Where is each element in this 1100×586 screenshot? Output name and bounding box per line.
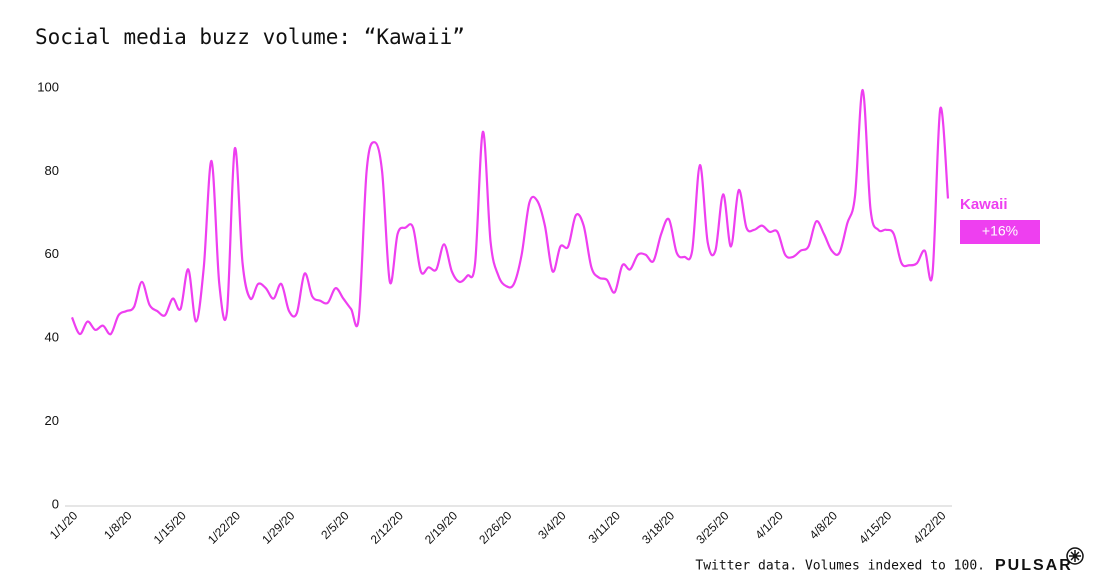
- x-tick-label: 3/25/20: [693, 508, 731, 546]
- x-tick-label: 4/15/20: [856, 508, 894, 546]
- x-tick-label: 2/26/20: [476, 508, 514, 546]
- x-tick-label: 3/11/20: [585, 508, 623, 546]
- x-tick-label: 1/8/20: [101, 508, 135, 542]
- source-note: Twitter data. Volumes indexed to 100.: [695, 559, 985, 574]
- y-tick-label: 0: [52, 496, 59, 511]
- x-tick-label: 1/15/20: [151, 508, 189, 546]
- x-tick-label: 4/1/20: [752, 508, 786, 542]
- annotation-box: [960, 220, 1040, 244]
- x-tick-label: 1/22/20: [205, 508, 243, 546]
- y-tick-label: 80: [45, 163, 59, 178]
- y-tick-label: 60: [45, 246, 59, 261]
- brand-icon: [1066, 547, 1084, 565]
- x-tick-label: 1/29/20: [259, 508, 297, 546]
- y-tick-label: 20: [45, 413, 59, 428]
- x-tick-label: 3/4/20: [535, 508, 569, 542]
- x-tick-label: 2/5/20: [318, 508, 352, 542]
- x-tick-label: 1/1/20: [47, 508, 81, 542]
- chart-title: Social media buzz volume: “Kawaii”: [35, 25, 465, 49]
- x-tick-label: 3/18/20: [639, 508, 677, 546]
- x-tick-label: 4/8/20: [807, 508, 841, 542]
- series-label: Kawaii: [960, 196, 1008, 213]
- annotation-label: +16%: [982, 223, 1018, 239]
- x-tick-label: 2/19/20: [422, 508, 460, 546]
- brand-logo: PULSAR: [995, 557, 1073, 574]
- x-tick-label: 2/12/20: [368, 508, 406, 546]
- series-line: [70, 88, 950, 336]
- y-tick-label: 100: [37, 79, 59, 94]
- y-tick-label: 40: [45, 330, 59, 345]
- x-tick-label: 4/22/20: [910, 508, 948, 546]
